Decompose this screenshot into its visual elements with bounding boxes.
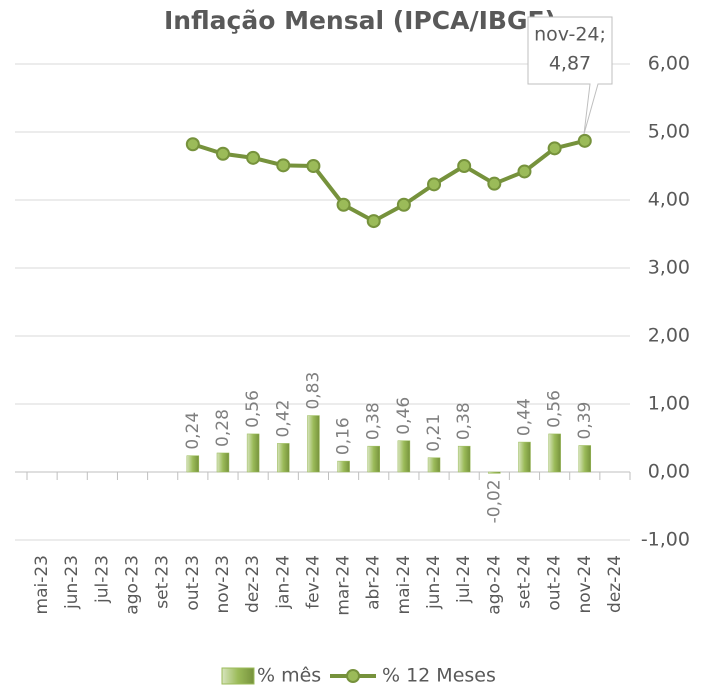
bar-value-label: 0,44 [514,398,534,436]
line-marker [276,158,291,173]
bar-value-label: 0,38 [454,402,474,440]
bar-value-label: 0,16 [334,417,354,455]
bar-value-label: 0,56 [545,390,565,428]
line-marker [246,150,261,165]
line-marker [215,146,230,161]
x-tick-label: jun-23 [62,555,82,610]
callout-text: 4,87 [549,53,591,75]
y-tick-label: 4,00 [648,189,690,211]
bar [216,452,230,473]
x-tick-label: jan-24 [273,555,293,610]
x-tick-label: set-24 [514,555,534,609]
bar [397,440,411,473]
bar [367,445,380,473]
bar-value-label: 0,21 [424,414,444,452]
x-tick-label: abr-24 [364,555,384,610]
x-tick-label: out-23 [183,555,203,611]
x-tick-label: mar-24 [334,555,354,616]
line-marker [577,133,592,148]
x-tick-label: dez-24 [605,555,625,613]
callout-box [527,16,613,135]
bar [307,415,320,473]
legend-label: % 12 Meses [382,665,496,687]
line-marker [185,137,200,152]
bar-value-label: 0,83 [303,372,323,410]
y-tick-label: -1,00 [641,529,690,551]
chart-title: Inflação Mensal (IPCA/IBGE) [164,6,556,35]
bar [427,457,441,473]
x-tick-label: ago-24 [484,555,504,615]
line-marker [396,197,411,212]
legend-swatch [221,667,255,685]
y-tick-label: 1,00 [648,393,690,415]
line-marker [547,141,562,156]
bar [246,433,260,473]
bar [277,443,290,473]
x-tick-label: nov-23 [213,555,233,614]
y-tick-label: 3,00 [648,257,690,279]
y-tick-label: 6,00 [648,53,690,75]
x-tick-label: jun-24 [424,555,444,610]
x-tick-label: fev-24 [303,555,323,609]
x-tick-label: jul-23 [92,555,112,604]
line-marker [427,177,442,192]
x-tick-label: ago-23 [123,555,143,615]
y-tick-label: 2,00 [648,325,690,347]
bar-value-label: 0,56 [243,390,263,428]
x-tick-label: mai-24 [394,555,414,614]
line-marker [457,159,472,173]
x-tick-label: set-23 [153,555,173,609]
legend-label: % mês [257,665,321,687]
bar-value-label: 0,39 [575,402,595,440]
callout-text: nov-24; [534,24,606,46]
bar [518,441,531,473]
bar [186,455,200,473]
bar-value-label: 0,46 [394,397,414,435]
bar [457,445,471,473]
line-marker [487,176,502,191]
bar [337,460,350,473]
legend-swatch [346,669,360,683]
bar [578,445,592,473]
line-marker [517,164,532,179]
x-tick-label: jul-24 [454,555,474,604]
bar-value-label: -0,02 [484,479,504,523]
y-tick-label: 5,00 [648,121,690,143]
line-marker [306,159,321,173]
line-marker [336,197,351,212]
bar-value-label: 0,42 [273,400,293,438]
bar-value-label: 0,28 [213,409,233,447]
x-tick-label: mai-23 [32,555,52,614]
line-marker [366,214,381,229]
y-tick-label: 0,00 [648,461,690,483]
x-tick-label: dez-23 [243,555,263,613]
bar [548,433,561,473]
x-tick-label: out-24 [545,555,565,611]
bar [488,471,501,474]
bar-value-label: 0,38 [364,402,384,440]
bar-value-label: 0,24 [183,412,203,450]
x-tick-label: nov-24 [575,555,595,614]
